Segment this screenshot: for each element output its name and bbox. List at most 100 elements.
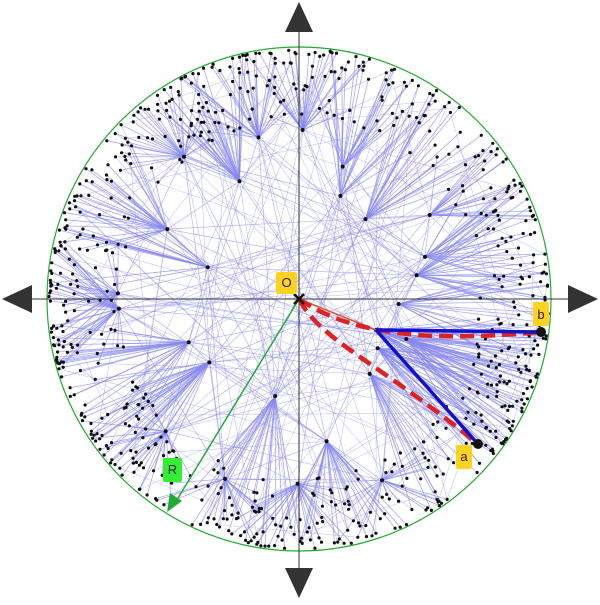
point-a-label: a bbox=[456, 445, 472, 469]
graph-node bbox=[200, 131, 203, 134]
point-a-marker bbox=[473, 439, 483, 449]
graph-node bbox=[259, 544, 262, 547]
graph-node bbox=[78, 182, 81, 185]
graph-node bbox=[490, 150, 493, 153]
graph-node bbox=[461, 397, 464, 400]
graph-node bbox=[180, 161, 183, 164]
graph-node bbox=[464, 213, 467, 216]
graph-node bbox=[123, 155, 126, 158]
graph-node bbox=[362, 126, 365, 129]
graph-node bbox=[132, 120, 135, 123]
graph-node bbox=[274, 57, 277, 60]
graph-node bbox=[531, 294, 534, 297]
graph-node bbox=[493, 197, 496, 200]
graph-node bbox=[251, 506, 254, 509]
graph-node bbox=[197, 72, 200, 75]
graph-node bbox=[502, 275, 505, 278]
graph-node bbox=[479, 297, 482, 300]
graph-node bbox=[533, 231, 536, 234]
graph-node bbox=[296, 482, 300, 486]
graph-node bbox=[524, 219, 527, 222]
graph-node bbox=[354, 469, 357, 472]
graph-node bbox=[426, 506, 429, 509]
graph-node bbox=[354, 55, 357, 58]
graph-node bbox=[227, 529, 230, 532]
graph-node bbox=[410, 508, 413, 511]
graph-node bbox=[475, 234, 478, 237]
graph-node bbox=[270, 115, 273, 118]
graph-node bbox=[68, 258, 71, 261]
graph-node bbox=[313, 547, 316, 550]
graph-node bbox=[480, 420, 483, 423]
graph-node bbox=[134, 431, 137, 434]
graph-node bbox=[487, 227, 490, 230]
graph-node bbox=[449, 111, 452, 114]
graph-node bbox=[404, 337, 408, 341]
graph-node bbox=[73, 292, 76, 295]
graph-node bbox=[481, 149, 484, 152]
graph-node bbox=[87, 300, 90, 303]
graph-node bbox=[105, 444, 108, 447]
graph-node bbox=[179, 118, 182, 121]
graph-node bbox=[468, 387, 471, 390]
graph-node bbox=[207, 360, 211, 364]
graph-node bbox=[75, 194, 78, 197]
graph-node bbox=[63, 240, 66, 243]
graph-node bbox=[132, 462, 135, 465]
graph-node bbox=[511, 405, 514, 408]
graph-edge bbox=[240, 76, 326, 181]
graph-node bbox=[368, 372, 372, 376]
graph-node bbox=[306, 530, 309, 533]
graph-node bbox=[347, 60, 350, 63]
graph-node bbox=[122, 345, 125, 348]
graph-node bbox=[168, 100, 171, 103]
graph-node bbox=[238, 71, 241, 74]
graph-node bbox=[79, 233, 82, 236]
graph-node bbox=[472, 363, 475, 366]
graph-node bbox=[424, 456, 427, 459]
graph-node bbox=[147, 447, 150, 450]
graph-node bbox=[110, 458, 113, 461]
graph-node bbox=[444, 427, 447, 430]
graph-node bbox=[147, 400, 150, 403]
graph-node bbox=[268, 79, 271, 82]
graph-node bbox=[452, 461, 455, 464]
graph-node bbox=[285, 516, 288, 519]
graph-node bbox=[294, 87, 297, 90]
graph-node bbox=[196, 118, 199, 121]
graph-node bbox=[415, 116, 418, 119]
graph-node bbox=[480, 134, 483, 137]
graph-node bbox=[96, 352, 99, 355]
graph-node bbox=[66, 351, 69, 354]
graph-node bbox=[206, 521, 209, 524]
graph-node bbox=[494, 436, 497, 439]
graph-node bbox=[502, 160, 505, 163]
graph-node bbox=[215, 523, 218, 526]
graph-node bbox=[519, 264, 522, 267]
graph-node bbox=[383, 512, 386, 515]
graph-edge bbox=[207, 130, 302, 523]
graph-node bbox=[524, 352, 527, 355]
graph-node bbox=[128, 196, 131, 199]
graph-node bbox=[80, 414, 83, 417]
graph-node bbox=[333, 70, 336, 73]
graph-node bbox=[431, 94, 434, 97]
graph-node bbox=[532, 253, 535, 256]
graph-node bbox=[156, 181, 159, 184]
graph-node bbox=[370, 534, 373, 537]
graph-node bbox=[435, 89, 438, 92]
graph-node bbox=[421, 452, 424, 455]
graph-node bbox=[217, 121, 220, 124]
graph-node bbox=[362, 61, 365, 64]
graph-node bbox=[546, 284, 549, 287]
graph-node bbox=[493, 274, 496, 277]
graph-node bbox=[436, 155, 439, 158]
graph-node bbox=[390, 470, 393, 473]
graph-node bbox=[379, 517, 382, 520]
graph-node bbox=[511, 257, 514, 260]
graph-node bbox=[305, 85, 308, 88]
graph-node bbox=[73, 309, 76, 312]
graph-edge bbox=[182, 78, 223, 110]
graph-node bbox=[90, 433, 93, 436]
